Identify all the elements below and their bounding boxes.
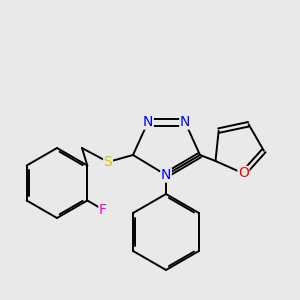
Text: N: N	[143, 115, 153, 129]
Text: N: N	[180, 115, 190, 129]
Text: S: S	[103, 155, 112, 169]
Text: O: O	[238, 167, 249, 180]
Text: N: N	[161, 168, 171, 182]
Text: F: F	[99, 202, 107, 217]
